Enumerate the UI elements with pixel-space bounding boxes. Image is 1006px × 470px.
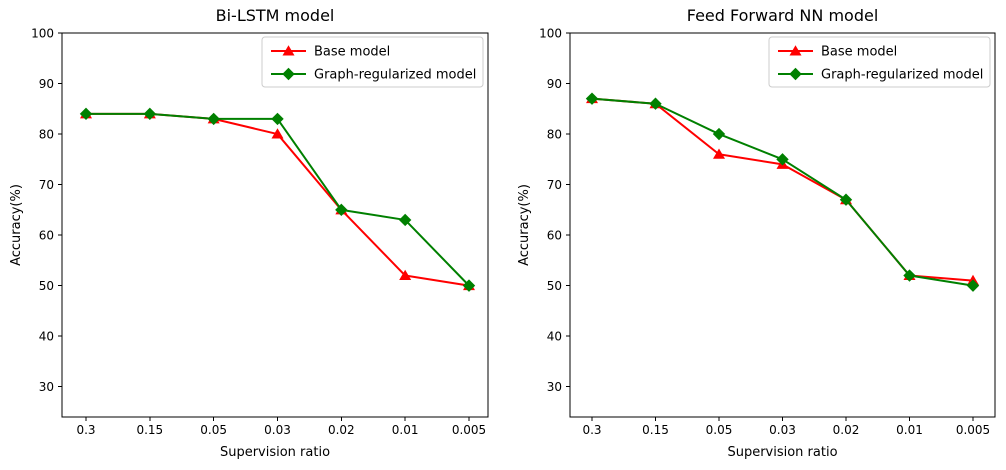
diamond-marker xyxy=(271,112,284,126)
legend-border xyxy=(261,36,484,88)
diamond-marker xyxy=(79,107,93,121)
legend-triangle-marker-icon xyxy=(789,45,802,56)
y-tick-label: 40 xyxy=(547,329,562,343)
chart-title: Feed Forward NN model xyxy=(687,6,879,25)
x-tick-label: 0.02 xyxy=(833,423,860,437)
legend-border xyxy=(768,36,991,88)
legend-item-label: Base model xyxy=(314,45,390,60)
legend-box: Base model Graph-regularized model xyxy=(261,36,484,88)
series-line-base-model xyxy=(591,97,974,282)
diamond-marker xyxy=(776,153,789,166)
x-tick-label: 0.15 xyxy=(642,423,669,437)
plot-area-border xyxy=(61,32,489,418)
x-tick-label: 0.005 xyxy=(452,423,486,437)
y-tick-label: 60 xyxy=(39,228,54,242)
x-tick-label: 0.3 xyxy=(76,423,95,437)
series-line-graph-regularized-model xyxy=(591,97,974,287)
y-tick-label: 60 xyxy=(547,228,562,242)
y-tick-label: 50 xyxy=(39,279,54,293)
diamond-marker xyxy=(839,193,853,206)
x-tick-label: 0.3 xyxy=(582,423,601,437)
y-axis-label: Accuracy(%) xyxy=(517,184,532,266)
series-line-base-model xyxy=(85,112,470,287)
y-tick-label: 80 xyxy=(547,127,562,141)
y-tick-label: 90 xyxy=(547,77,562,91)
chart-panel: 100 90 80 70 60 50 40 30 0.3 0.15 0.05 0.03 0.02 0.01… xyxy=(9,6,489,460)
triangle-marker xyxy=(271,128,284,139)
y-tick-label: 50 xyxy=(547,279,562,293)
legend-item: Graph-regularized model xyxy=(778,68,983,83)
chart-title: Bi-LSTM model xyxy=(216,6,335,25)
legend-item-label: Base model xyxy=(821,45,897,60)
x-tick-label: 0.01 xyxy=(392,423,419,437)
diamond-marker xyxy=(585,92,599,105)
diamond-marker xyxy=(398,213,412,227)
diamond-marker xyxy=(143,107,157,121)
y-tick-label: 100 xyxy=(31,26,54,40)
series-line-graph-regularized-model xyxy=(85,112,470,287)
y-tick-label: 90 xyxy=(39,77,54,91)
diamond-marker xyxy=(903,269,916,282)
legend-item: Base model xyxy=(778,45,897,60)
x-tick-label: 0.03 xyxy=(264,423,291,437)
x-tick-label: 0.02 xyxy=(328,423,355,437)
x-tick-label: 0.03 xyxy=(769,423,796,437)
diamond-marker xyxy=(335,203,348,217)
x-tick-label: 0.05 xyxy=(706,423,733,437)
legend-triangle-marker-icon xyxy=(282,45,295,56)
y-tick-label: 30 xyxy=(39,380,54,394)
x-tick-label: 0.01 xyxy=(896,423,923,437)
triangle-marker xyxy=(713,148,725,159)
y-tick-label: 40 xyxy=(39,329,54,343)
legend-diamond-marker-icon xyxy=(789,67,802,81)
legend-box: Base model Graph-regularized model xyxy=(768,36,991,88)
diamond-marker xyxy=(966,279,980,292)
diamond-marker xyxy=(649,97,662,110)
legend-diamond-marker-icon xyxy=(282,67,295,81)
x-tick-label: 0.05 xyxy=(200,423,227,437)
x-tick-label: 0.15 xyxy=(136,423,163,437)
diamond-marker xyxy=(207,112,220,126)
legend-item: Base model xyxy=(271,45,390,60)
x-tick-label: 0.005 xyxy=(956,423,990,437)
diamond-marker xyxy=(462,279,476,292)
x-axis-label: Supervision ratio xyxy=(220,445,330,460)
plot-area-border xyxy=(569,32,996,418)
y-axis-label: Accuracy(%) xyxy=(9,184,24,266)
legend-item: Graph-regularized model xyxy=(271,68,476,83)
chart-panel: 100 90 80 70 60 50 40 30 0.3 0.15 0.05 0.03 0.02 0.01… xyxy=(517,6,996,460)
y-tick-label: 70 xyxy=(39,178,54,192)
y-tick-label: 30 xyxy=(547,380,562,394)
legend-item-label: Graph-regularized model xyxy=(821,68,983,83)
x-axis-label: Supervision ratio xyxy=(727,445,837,460)
y-tick-label: 100 xyxy=(539,26,562,40)
legend-item-label: Graph-regularized model xyxy=(314,68,476,83)
diamond-marker xyxy=(712,127,726,141)
triangle-marker xyxy=(399,269,412,281)
y-tick-label: 80 xyxy=(39,127,54,141)
y-tick-label: 70 xyxy=(547,178,562,192)
